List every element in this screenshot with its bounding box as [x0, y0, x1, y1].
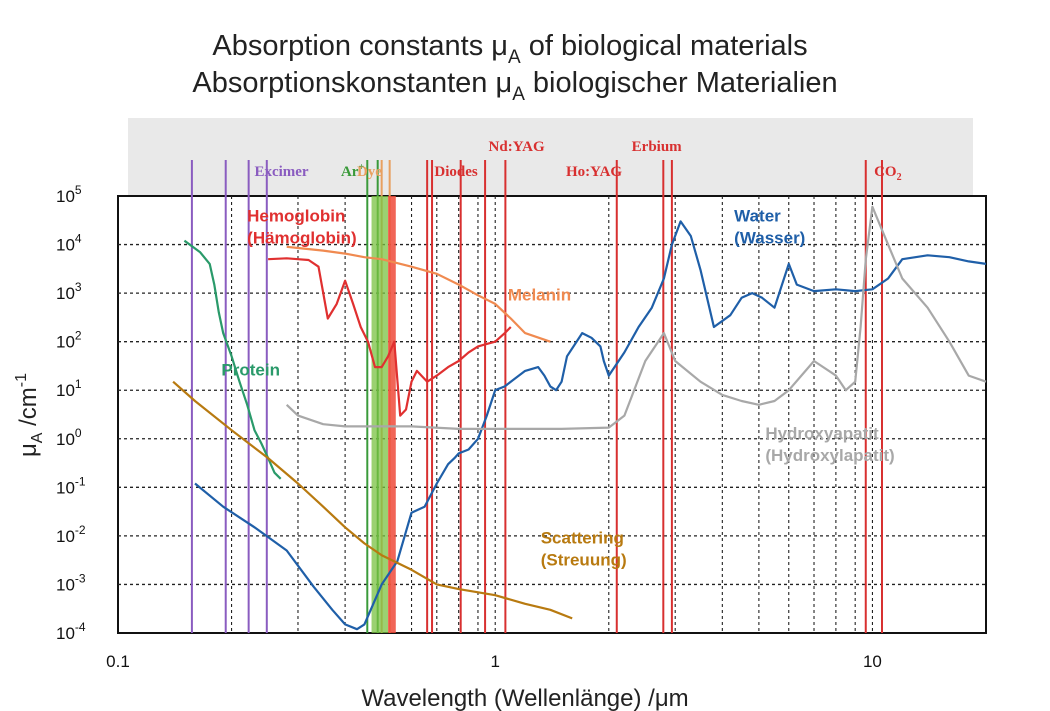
series-label-melanin: Melanin [508, 286, 571, 305]
series-line-protein [183, 239, 282, 480]
y-tick-label: 10-4 [56, 620, 86, 643]
x-tick-labels: 0.1 1 10 [106, 652, 882, 671]
series-label-water: Water [734, 206, 781, 225]
laser-labels: Excimer Ar+Dye Diodes Nd:YAG Ho:YAG Erbium CO2 [254, 139, 901, 183]
series-label-scattering: Scattering [541, 528, 624, 547]
laser-label: CO2 [874, 164, 902, 183]
series-label-secondary: (Hydroxylapatit) [765, 446, 894, 465]
laser-label: Dye [357, 164, 382, 180]
y-tick-label: 104 [56, 232, 82, 255]
laser-label: Excimer [254, 164, 308, 180]
series-labels: Water (Wasser) Hemoglobin (Hämoglobin) Melan… [221, 206, 894, 569]
series-line-water [194, 220, 987, 631]
series-label-hydroxyapatit: Hydroxyapatit [765, 424, 879, 443]
x-axis-title: Wavelength (Wellenlänge) /μm [361, 685, 688, 711]
x-tick-label: 0.1 [106, 652, 130, 671]
plot-area [117, 195, 987, 634]
series-label-protein: Protein [221, 361, 280, 380]
laser-label: Ho:YAG [566, 164, 622, 180]
y-tick-label: 101 [56, 377, 82, 400]
dye-red-band [388, 196, 396, 633]
series-label-hemoglobin: Hemoglobin [247, 206, 345, 225]
laser-header-band [128, 118, 973, 196]
laser-label: Nd:YAG [489, 139, 545, 155]
series-line-scattering [172, 380, 573, 620]
laser-label: Erbium [632, 139, 683, 155]
y-tick-labels: 105 104 103 102 101 100 10-1 10-2 10-3 10-4 [56, 183, 86, 643]
y-tick-label: 105 [56, 183, 82, 206]
y-tick-label: 10-2 [56, 523, 86, 546]
y-tick-label: 10-3 [56, 571, 86, 594]
series-line-hemoglobin [268, 257, 512, 417]
dye-band [371, 196, 389, 633]
series-label-secondary: (Streuung) [541, 550, 627, 569]
y-tick-label: 102 [56, 329, 82, 352]
y-tick-label: 103 [56, 280, 82, 303]
series-line-melanin [286, 245, 551, 343]
y-axis-title: μA /cm-1 [13, 373, 46, 457]
y-tick-label: 10-1 [56, 474, 86, 497]
series-line-hydroxyapatit [285, 205, 987, 430]
x-tick-label: 1 [490, 652, 499, 671]
laser-label: Diodes [434, 164, 478, 180]
series-label-secondary: (Wasser) [734, 228, 805, 247]
chart-title-german: Absorptionskonstanten μA biologischer Ma… [192, 67, 837, 105]
series-group [172, 205, 987, 631]
laser-label: Ar+ [341, 162, 365, 180]
y-tick-label: 100 [56, 426, 82, 449]
x-tick-label: 10 [863, 652, 882, 671]
chart-title: Absorption constants μA of biological ma… [212, 30, 807, 68]
series-label-secondary: (Hämoglobin) [247, 228, 357, 247]
